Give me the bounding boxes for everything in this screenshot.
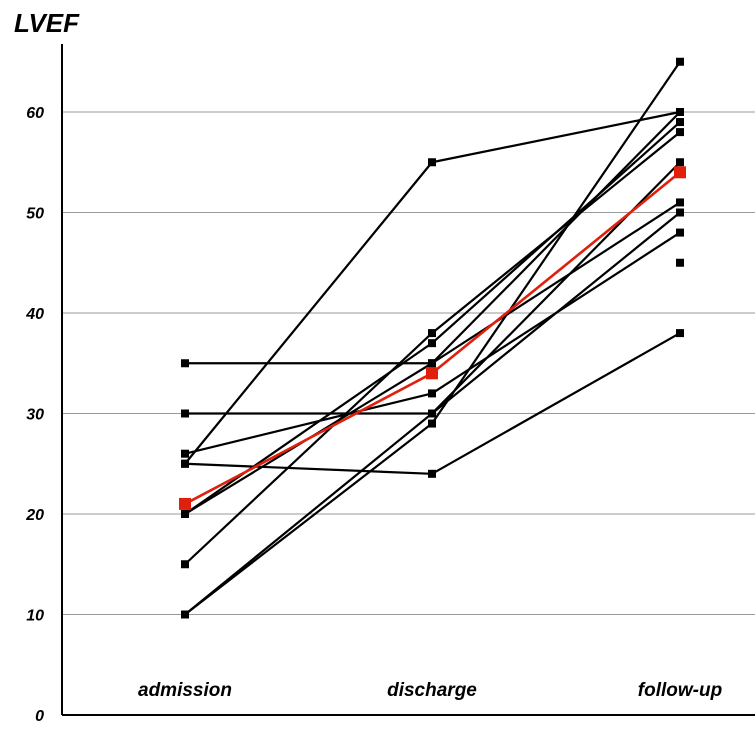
patient-series-8-point-follow-up [676, 128, 684, 137]
axes [61, 44, 755, 716]
x-category-labels: admission discharge follow-up [138, 680, 722, 701]
y-tick-label-40: 40 [25, 306, 44, 323]
series-lines [184, 61, 681, 616]
patient-series-8-point-admission [181, 560, 189, 569]
patient-series-6-line [184, 121, 681, 515]
patient-series-3-point-admission [181, 449, 189, 458]
mean-series-point-admission [179, 497, 191, 510]
patient-series-3-point-follow-up [676, 228, 684, 237]
patient-series-10-point-follow-up [676, 57, 684, 66]
patient-series-10-point-admission [181, 610, 189, 619]
patient-series-7-point-follow-up [676, 198, 684, 207]
y-tick-label-0: 0 [35, 708, 44, 725]
patient-series-2-point-admission [181, 409, 189, 418]
patient-series-2-point-follow-up [676, 158, 684, 167]
mean-series-point-discharge [426, 367, 438, 380]
x-category-label-admission: admission [138, 680, 232, 701]
patient-series-4-point-discharge [428, 469, 436, 478]
patient-series-10-point-discharge [428, 419, 436, 428]
patient-series-5-point-follow-up [676, 108, 684, 116]
patient-series-5-point-admission [181, 459, 189, 468]
y-tick-label-10: 10 [26, 608, 44, 625]
patient-series-7-point-discharge [428, 359, 436, 368]
patient-series-11-point-follow-up [676, 258, 684, 267]
patient-series-9-point-follow-up [676, 208, 684, 217]
patient-series-8-point-discharge [428, 329, 436, 338]
patient-series-5-point-discharge [428, 158, 436, 167]
patient-series-6-point-discharge [428, 339, 436, 348]
x-category-label-follow-up: follow-up [638, 680, 722, 701]
patient-series-8-line [184, 131, 681, 566]
patient-series-6-point-follow-up [676, 118, 684, 127]
y-tick-label-60: 60 [26, 105, 44, 122]
y-axis-title: LVEF [14, 8, 80, 38]
y-tick-label-20: 20 [25, 507, 44, 524]
patient-series-9-point-discharge [428, 409, 436, 418]
patient-series-4-point-follow-up [676, 329, 684, 338]
y-tick-labels: 0 10 20 30 40 50 60 [25, 105, 44, 725]
patient-series-3-point-discharge [428, 389, 436, 398]
series-markers [179, 57, 686, 619]
mean-series-point-follow-up [674, 166, 686, 179]
x-category-label-discharge: discharge [387, 680, 477, 701]
patient-series-1-point-admission [181, 359, 189, 368]
patient-series-7-point-admission [181, 510, 189, 518]
patient-series-10-line [184, 61, 681, 616]
y-tick-label-30: 30 [26, 407, 44, 424]
patient-series-4-line [184, 332, 681, 475]
y-tick-label-50: 50 [26, 206, 44, 223]
mean-series-line [184, 171, 681, 506]
